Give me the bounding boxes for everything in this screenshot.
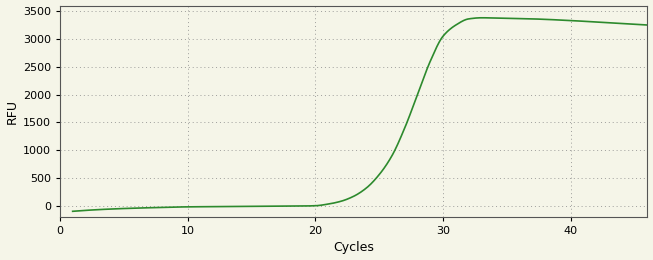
- Y-axis label: RFU: RFU: [6, 99, 18, 124]
- X-axis label: Cycles: Cycles: [333, 242, 374, 255]
